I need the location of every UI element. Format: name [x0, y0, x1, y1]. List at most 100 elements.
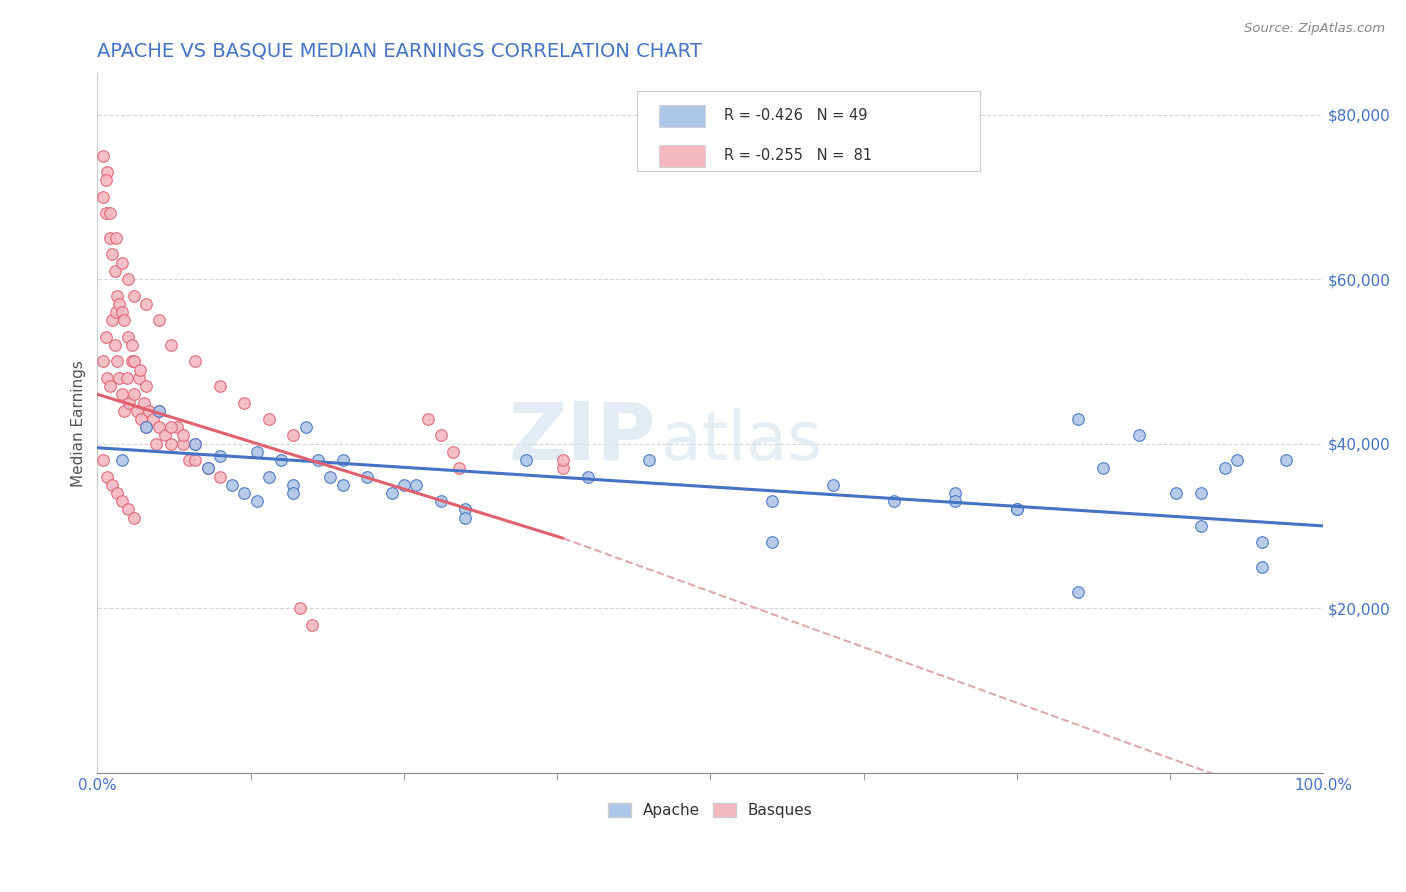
Point	[122, 387, 145, 401]
Point	[1005, 502, 1028, 516]
Point	[208, 379, 231, 393]
Point	[761, 535, 783, 549]
Point	[332, 453, 354, 467]
Point	[111, 387, 134, 401]
Point	[1251, 560, 1274, 574]
Point	[108, 297, 131, 311]
Point	[122, 288, 145, 302]
Point	[93, 190, 115, 204]
Point	[108, 371, 131, 385]
Point	[945, 494, 967, 508]
Point	[447, 461, 470, 475]
Point	[1166, 486, 1188, 500]
Point	[98, 206, 121, 220]
Point	[257, 469, 280, 483]
Point	[208, 449, 231, 463]
Point	[184, 436, 207, 450]
Point	[553, 461, 575, 475]
Text: Source: ZipAtlas.com: Source: ZipAtlas.com	[1244, 22, 1385, 36]
Point	[441, 445, 464, 459]
Point	[257, 412, 280, 426]
Text: APACHE VS BASQUE MEDIAN EARNINGS CORRELATION CHART: APACHE VS BASQUE MEDIAN EARNINGS CORRELA…	[97, 42, 702, 61]
Point	[131, 412, 153, 426]
Point	[93, 149, 115, 163]
Point	[93, 354, 115, 368]
Point	[160, 338, 183, 352]
Text: ZIP: ZIP	[508, 398, 655, 476]
Point	[1189, 519, 1212, 533]
Point	[125, 403, 148, 417]
Point	[105, 486, 128, 500]
Point	[270, 453, 292, 467]
Text: R = -0.426   N = 49: R = -0.426 N = 49	[724, 108, 868, 123]
Point	[111, 453, 134, 467]
Point	[246, 445, 269, 459]
Point	[283, 428, 305, 442]
Point	[418, 412, 440, 426]
Point	[98, 231, 121, 245]
Point	[1067, 584, 1090, 599]
Point	[117, 502, 139, 516]
Point	[104, 231, 127, 245]
Point	[148, 403, 170, 417]
Point	[93, 453, 115, 467]
Point	[96, 469, 118, 483]
FancyBboxPatch shape	[659, 104, 706, 127]
Point	[1226, 453, 1249, 467]
Text: R = -0.255   N =  81: R = -0.255 N = 81	[724, 148, 872, 163]
Point	[105, 288, 128, 302]
Point	[166, 420, 188, 434]
Point	[111, 305, 134, 319]
Point	[96, 371, 118, 385]
Point	[135, 420, 157, 434]
Point	[129, 362, 152, 376]
Point	[1275, 453, 1298, 467]
Point	[454, 510, 477, 524]
Point	[356, 469, 378, 483]
Point	[111, 255, 134, 269]
Legend: Apache, Basques: Apache, Basques	[602, 797, 818, 824]
Point	[94, 173, 117, 187]
Point	[197, 461, 219, 475]
Point	[148, 403, 170, 417]
Point	[179, 453, 201, 467]
Point	[132, 395, 155, 409]
Point	[1067, 412, 1090, 426]
Point	[101, 247, 124, 261]
Point	[208, 469, 231, 483]
Point	[454, 502, 477, 516]
Point	[138, 403, 160, 417]
Point	[233, 395, 256, 409]
Point	[233, 486, 256, 500]
Point	[104, 305, 127, 319]
Point	[148, 313, 170, 327]
Point	[1213, 461, 1236, 475]
Point	[1091, 461, 1114, 475]
Point	[105, 354, 128, 368]
Point	[172, 436, 194, 450]
Point	[103, 264, 125, 278]
Point	[1251, 535, 1274, 549]
Point	[429, 494, 451, 508]
Point	[307, 453, 329, 467]
Point	[117, 329, 139, 343]
Point	[160, 420, 183, 434]
Point	[638, 453, 661, 467]
Point	[122, 510, 145, 524]
Point	[135, 420, 157, 434]
Point	[135, 297, 157, 311]
Point	[122, 354, 145, 368]
Point	[118, 395, 141, 409]
Point	[197, 461, 219, 475]
FancyBboxPatch shape	[637, 91, 980, 171]
Point	[117, 272, 139, 286]
Point	[98, 379, 121, 393]
Point	[101, 313, 124, 327]
Point	[96, 165, 118, 179]
Point	[112, 313, 135, 327]
Point	[145, 436, 167, 450]
Y-axis label: Median Earnings: Median Earnings	[72, 359, 86, 486]
Point	[121, 354, 143, 368]
Point	[101, 477, 124, 491]
Point	[553, 453, 575, 467]
